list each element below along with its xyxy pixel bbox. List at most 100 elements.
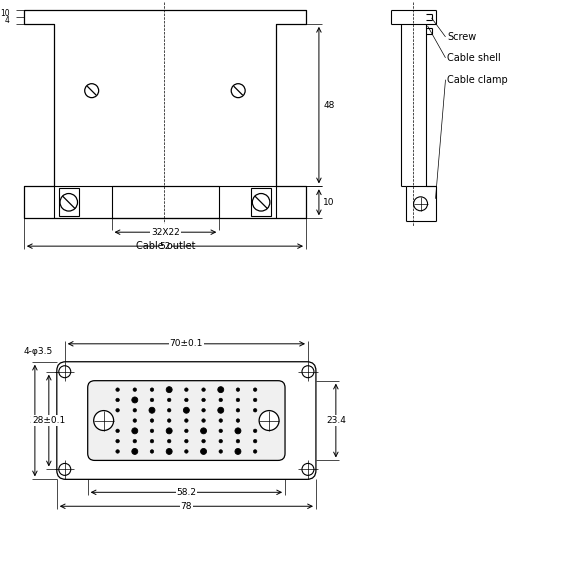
- Circle shape: [59, 366, 71, 378]
- Circle shape: [185, 419, 188, 422]
- Text: 32X22: 32X22: [151, 228, 180, 237]
- Circle shape: [133, 398, 136, 401]
- Circle shape: [235, 449, 241, 454]
- Circle shape: [168, 419, 171, 422]
- Circle shape: [202, 398, 205, 401]
- Circle shape: [116, 450, 119, 453]
- Circle shape: [168, 450, 171, 453]
- Circle shape: [302, 464, 314, 475]
- Circle shape: [168, 388, 171, 392]
- Text: Cable clamp: Cable clamp: [447, 75, 508, 85]
- Circle shape: [413, 197, 427, 211]
- Circle shape: [219, 398, 222, 401]
- Circle shape: [218, 407, 224, 413]
- Circle shape: [219, 419, 222, 422]
- Circle shape: [302, 366, 314, 378]
- Circle shape: [253, 450, 257, 453]
- Text: 58.2: 58.2: [176, 488, 196, 497]
- Circle shape: [219, 439, 222, 443]
- FancyBboxPatch shape: [88, 381, 285, 460]
- Circle shape: [166, 386, 172, 393]
- Circle shape: [185, 429, 188, 433]
- Circle shape: [253, 429, 257, 433]
- Text: Screw: Screw: [447, 32, 477, 42]
- Circle shape: [219, 408, 222, 412]
- Circle shape: [168, 429, 171, 433]
- Text: 36: 36: [29, 416, 41, 425]
- Circle shape: [183, 407, 189, 413]
- Text: 23.4: 23.4: [326, 416, 346, 425]
- Circle shape: [150, 398, 154, 401]
- Circle shape: [236, 388, 240, 392]
- Circle shape: [149, 407, 155, 413]
- Circle shape: [253, 408, 257, 412]
- Circle shape: [253, 398, 257, 401]
- Circle shape: [202, 450, 205, 453]
- Circle shape: [116, 388, 119, 392]
- Circle shape: [202, 388, 205, 392]
- Circle shape: [150, 388, 154, 392]
- Circle shape: [133, 408, 136, 412]
- Circle shape: [168, 439, 171, 443]
- Circle shape: [219, 450, 222, 453]
- Circle shape: [259, 411, 279, 430]
- Circle shape: [168, 398, 171, 401]
- Text: Cable shell: Cable shell: [447, 53, 501, 63]
- Circle shape: [116, 429, 119, 433]
- Circle shape: [150, 429, 154, 433]
- Circle shape: [168, 408, 171, 412]
- Text: 78: 78: [181, 502, 192, 511]
- Circle shape: [202, 419, 205, 422]
- Circle shape: [236, 450, 240, 453]
- Circle shape: [150, 419, 154, 422]
- Circle shape: [150, 439, 154, 443]
- Circle shape: [202, 408, 205, 412]
- Circle shape: [236, 398, 240, 401]
- Circle shape: [235, 428, 241, 434]
- Text: 52: 52: [159, 242, 171, 251]
- Circle shape: [236, 419, 240, 422]
- Circle shape: [253, 439, 257, 443]
- Circle shape: [253, 388, 257, 392]
- Text: 4: 4: [5, 16, 10, 25]
- Circle shape: [219, 388, 222, 392]
- Circle shape: [185, 450, 188, 453]
- Circle shape: [133, 388, 136, 392]
- Circle shape: [231, 84, 245, 98]
- Circle shape: [201, 449, 206, 454]
- Circle shape: [132, 449, 138, 454]
- Bar: [59, 188, 79, 216]
- Circle shape: [133, 429, 136, 433]
- Circle shape: [236, 429, 240, 433]
- Circle shape: [116, 398, 119, 401]
- FancyBboxPatch shape: [57, 362, 316, 479]
- Circle shape: [236, 439, 240, 443]
- Circle shape: [150, 450, 154, 453]
- Circle shape: [116, 408, 119, 412]
- Text: 70±0.1: 70±0.1: [170, 339, 203, 348]
- Text: Cable outlet: Cable outlet: [136, 241, 195, 251]
- Circle shape: [93, 411, 113, 430]
- Circle shape: [185, 388, 188, 392]
- Circle shape: [59, 464, 71, 475]
- Circle shape: [202, 439, 205, 443]
- Circle shape: [166, 428, 172, 434]
- Circle shape: [133, 419, 136, 422]
- Circle shape: [132, 397, 138, 403]
- Text: 48: 48: [323, 101, 335, 109]
- Text: 28±0.1: 28±0.1: [32, 416, 65, 425]
- Circle shape: [133, 450, 136, 453]
- Circle shape: [185, 439, 188, 443]
- Circle shape: [202, 429, 205, 433]
- Circle shape: [218, 386, 224, 393]
- Circle shape: [166, 449, 172, 454]
- Circle shape: [85, 84, 99, 98]
- Circle shape: [252, 194, 270, 211]
- Circle shape: [185, 398, 188, 401]
- Circle shape: [132, 428, 138, 434]
- Circle shape: [219, 429, 222, 433]
- Bar: [251, 188, 271, 216]
- Circle shape: [236, 408, 240, 412]
- Circle shape: [133, 439, 136, 443]
- Circle shape: [201, 428, 206, 434]
